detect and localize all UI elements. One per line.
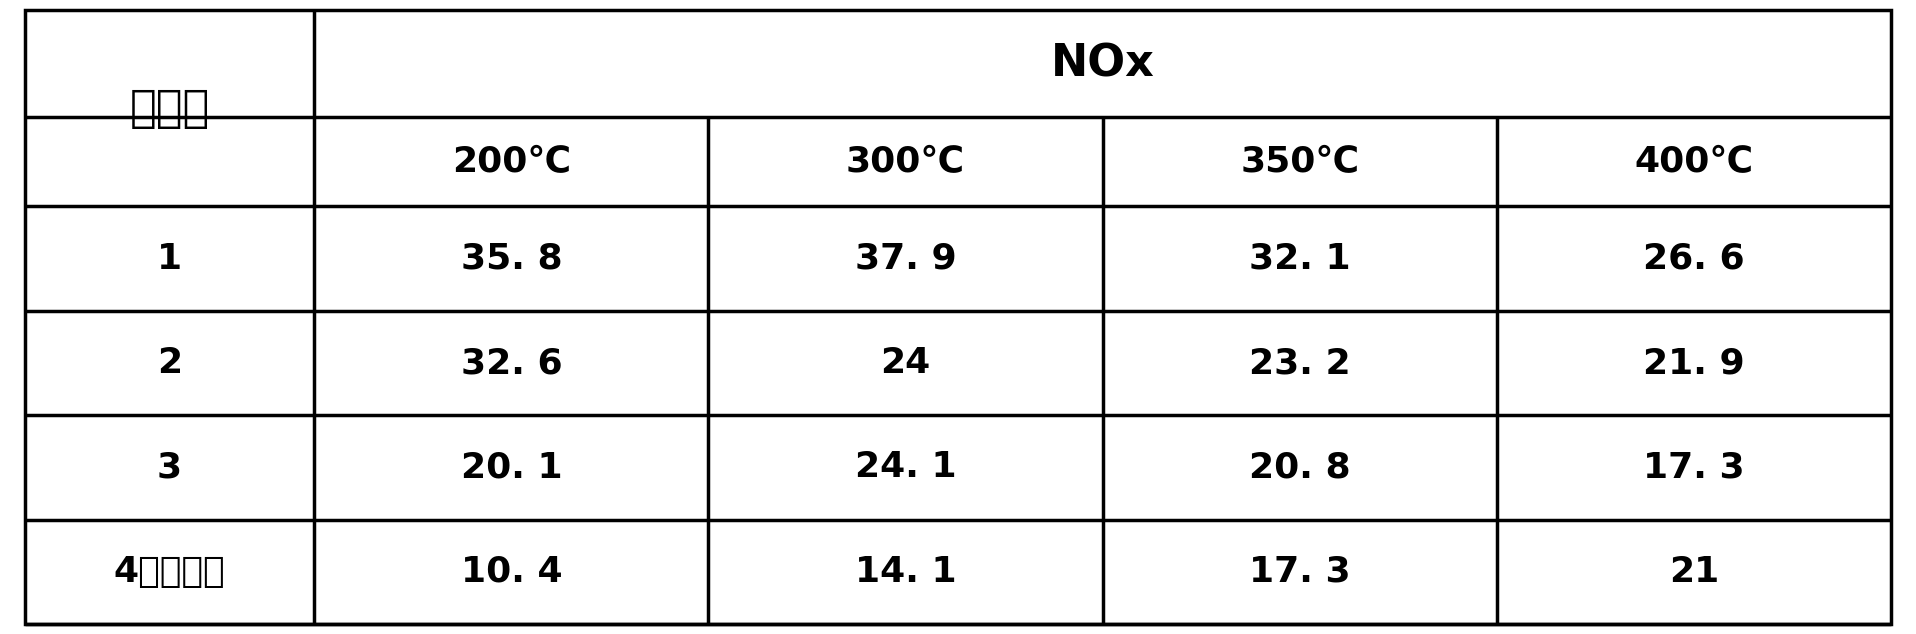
Text: 23. 2: 23. 2 (1249, 346, 1351, 380)
Text: 400℃: 400℃ (1634, 145, 1753, 179)
Text: 4（对比）: 4（对比） (113, 555, 226, 589)
Text: 1: 1 (157, 242, 182, 276)
Text: 32. 6: 32. 6 (460, 346, 561, 380)
Text: 17. 3: 17. 3 (1644, 450, 1745, 484)
Text: 2: 2 (157, 346, 182, 380)
Text: 20. 8: 20. 8 (1249, 450, 1351, 484)
Text: 26. 6: 26. 6 (1644, 242, 1745, 276)
Text: 17. 3: 17. 3 (1249, 555, 1351, 589)
Text: 14. 1: 14. 1 (855, 555, 956, 589)
Text: 3: 3 (157, 450, 182, 484)
Text: 21. 9: 21. 9 (1644, 346, 1745, 380)
Text: 21: 21 (1669, 555, 1719, 589)
Text: 10. 4: 10. 4 (460, 555, 561, 589)
Text: 20. 1: 20. 1 (460, 450, 561, 484)
Text: NOx: NOx (1050, 42, 1155, 85)
Text: 200℃: 200℃ (452, 145, 571, 179)
Text: 24: 24 (879, 346, 931, 380)
Text: 37. 9: 37. 9 (855, 242, 956, 276)
Text: 组合物: 组合物 (130, 87, 209, 130)
Text: 35. 8: 35. 8 (460, 242, 561, 276)
Text: 300℃: 300℃ (847, 145, 966, 179)
Text: 350℃: 350℃ (1240, 145, 1358, 179)
Text: 24. 1: 24. 1 (855, 450, 956, 484)
Text: 32. 1: 32. 1 (1249, 242, 1351, 276)
